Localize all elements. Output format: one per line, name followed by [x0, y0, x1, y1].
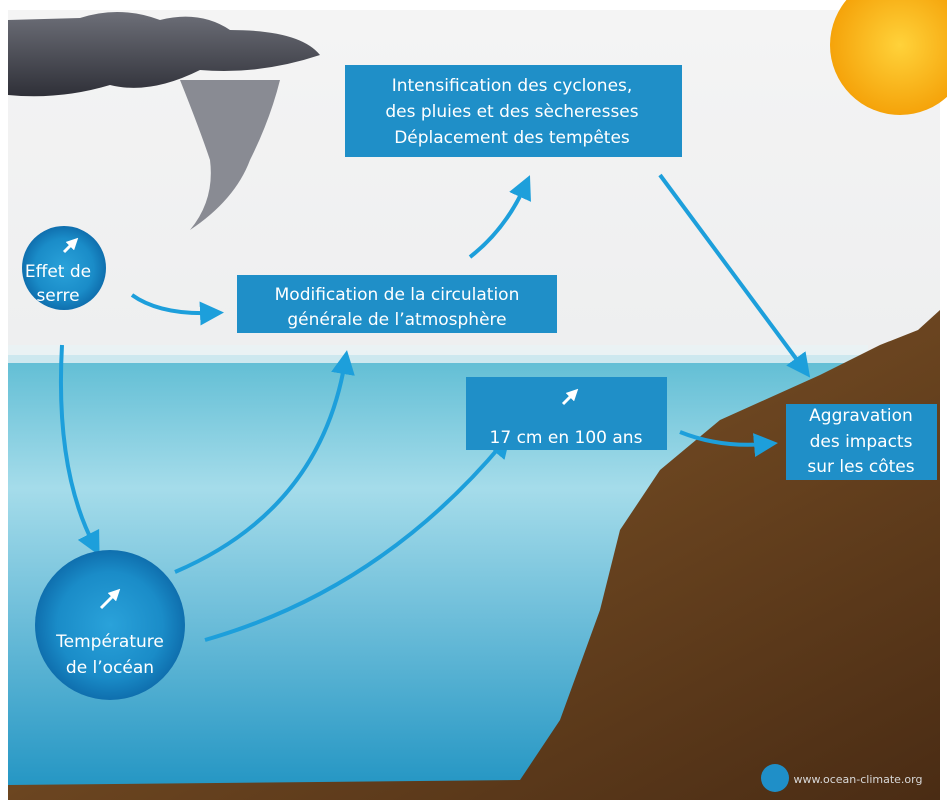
website: www.ocean-climate.org	[794, 773, 923, 786]
node-sea-level: 17 cm en 100 ans	[466, 377, 667, 450]
label: Déplacement des tempêtes	[394, 128, 630, 148]
label: 17 cm en 100 ans	[490, 428, 643, 448]
label: de l’océan	[66, 658, 154, 678]
label: Effet de	[25, 262, 91, 282]
diagram: Intensification des cyclones, des pluies…	[0, 0, 947, 805]
label: Température	[55, 632, 164, 652]
label: serre	[36, 286, 79, 306]
label: sur les côtes	[807, 457, 914, 477]
node-effet-de-serre: Effet de serre	[22, 226, 106, 310]
label: Aggravation	[809, 406, 913, 426]
label: des impacts	[810, 432, 913, 452]
node-impacts: Aggravation des impacts sur les côtes	[786, 404, 937, 480]
node-temperature: Température de l’océan	[35, 550, 185, 700]
node-circulation: Modification de la circulation générale …	[237, 275, 557, 333]
node-cyclones: Intensification des cyclones, des pluies…	[345, 65, 682, 157]
label: Intensification des cyclones,	[392, 76, 633, 96]
label: Modification de la circulation	[275, 285, 520, 305]
label: des pluies et des sècheresses	[385, 102, 638, 122]
label: générale de l’atmosphère	[287, 310, 506, 330]
